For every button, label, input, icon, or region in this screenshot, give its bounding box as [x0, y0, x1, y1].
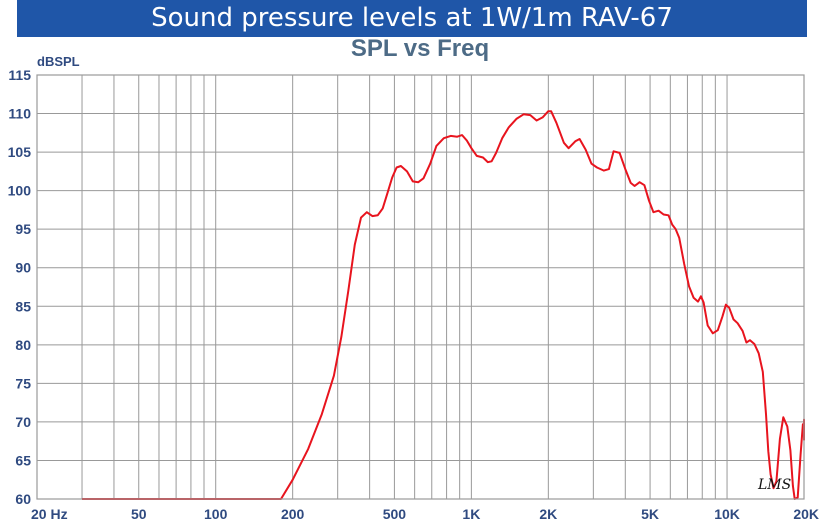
banner-title: Sound pressure levels at 1W/1m RAV-67: [151, 3, 673, 33]
y-tick-label: 75: [15, 375, 31, 391]
plot-frame: [36, 74, 805, 500]
x-tick-label: 20K: [793, 506, 819, 522]
lms-watermark: LMS: [757, 477, 791, 493]
y-tick-label: 110: [8, 106, 31, 122]
spl-curve: [82, 110, 805, 500]
x-tick-label: 20 Hz: [31, 506, 68, 522]
x-tick-label: 2K: [539, 506, 557, 522]
y-tick-label: 115: [8, 67, 31, 83]
chart-title: SPL vs Freq: [351, 35, 489, 62]
y-axis: 60 65 70 75 80 85 90 95 100 105 110 115: [8, 67, 32, 507]
y-tick-label: 105: [8, 144, 32, 160]
x-tick-label: 5K: [641, 506, 659, 522]
x-tick-label: 100: [204, 506, 228, 522]
y-axis-label: dBSPL: [37, 54, 80, 69]
x-tick-label: 10K: [714, 506, 740, 522]
y-tick-label: 70: [15, 414, 31, 430]
y-tick-label: 100: [8, 183, 32, 199]
y-tick-label: 60: [15, 491, 31, 507]
page-banner: Sound pressure levels at 1W/1m RAV-67: [17, 0, 807, 37]
x-tick-label: 200: [281, 506, 305, 522]
x-tick-label: 50: [131, 506, 147, 522]
x-tick-label: 500: [383, 506, 407, 522]
y-tick-label: 90: [15, 260, 31, 276]
y-tick-label: 95: [15, 221, 31, 237]
y-tick-label: 85: [15, 298, 31, 314]
x-axis: 20 Hz 50 100 200 500 1K 2K 5K 10K 20K: [31, 506, 819, 522]
x-tick-label: 1K: [462, 506, 480, 522]
y-tick-label: 80: [15, 337, 31, 353]
y-tick-label: 65: [15, 452, 31, 468]
